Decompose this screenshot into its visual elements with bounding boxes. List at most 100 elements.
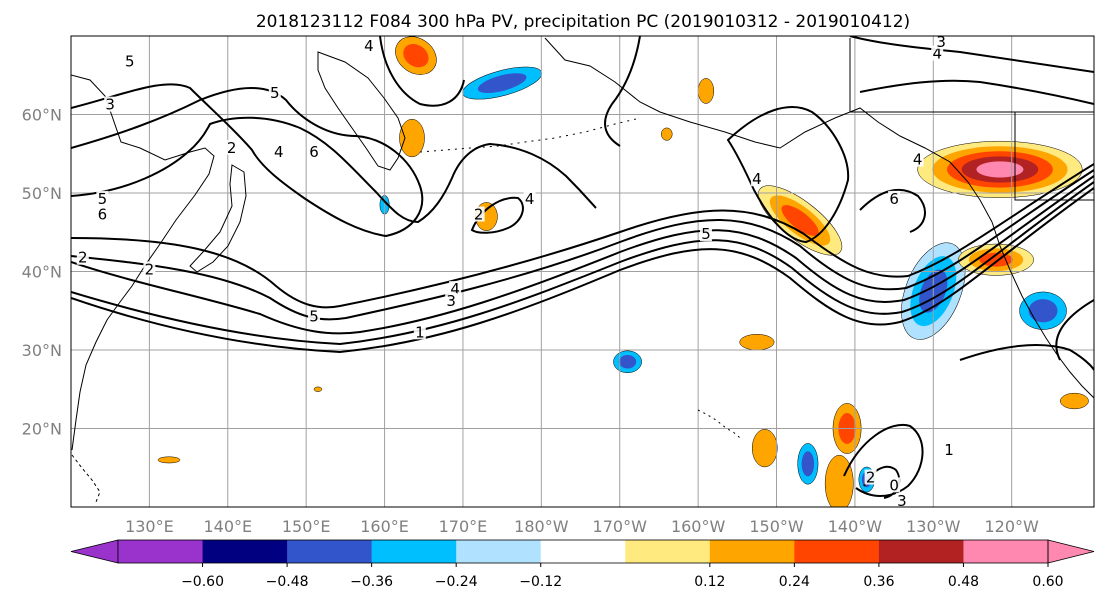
contour-label: 6 (888, 190, 901, 208)
lat-tick-label: 20°N (22, 420, 62, 439)
precip-patch (157, 456, 181, 464)
pv-contour-5 (71, 163, 1094, 309)
contour-label: 1 (942, 441, 955, 459)
contour-label-bg (523, 190, 536, 206)
longitude-tick-labels: 130°E 140°E 150°E 160°E 170°E 180°W 170°W 160°W… (125, 517, 1039, 536)
lon-tick-label: 150°E (282, 517, 331, 536)
pv-contours (71, 36, 1094, 499)
contour-label-text: 3 (897, 492, 907, 510)
contour-label: 2 (472, 206, 485, 224)
contour-label-text: 4 (274, 143, 284, 161)
colorbar-tick-labels: −0.60 −0.48 −0.36 −0.24 −0.12 0.12 0.24 0.36 0.4… (181, 563, 1064, 590)
precip-patch (757, 185, 843, 256)
contour-label-bg (308, 143, 321, 159)
contour-label-bg (123, 53, 136, 69)
precip-patch (399, 118, 425, 158)
colorbar-outline (117, 539, 1049, 564)
contour-label: 5 (96, 190, 109, 208)
contour-label: 5 (308, 308, 321, 326)
contour-label-bg (445, 292, 458, 308)
contour-label-text: 0 (889, 476, 899, 494)
contour-label-text: 6 (889, 190, 899, 208)
gridlines (71, 36, 1094, 507)
lon-tick-label: 140°W (828, 517, 883, 536)
contour-label-bg (225, 139, 238, 155)
contour-label: 3 (935, 33, 948, 51)
precip-level (157, 456, 181, 464)
contour-label-bg (699, 226, 712, 242)
contour-label-text: 1 (415, 323, 425, 341)
precip-level (781, 205, 819, 236)
colorbar-label: −0.60 (181, 574, 224, 590)
precip-patch (697, 78, 715, 104)
contour-label-bg (104, 96, 117, 112)
contour-label: 2 (225, 139, 238, 157)
contour-label-bg (911, 151, 924, 167)
precip-level (477, 73, 527, 93)
pv-contour-arctic (849, 36, 1094, 105)
contour-label-bg (413, 324, 426, 340)
figure-title: 2018123112 F084 300 hPa PV, precipitatio… (256, 12, 910, 32)
precip-patch (824, 454, 854, 507)
contour-label-text: 3 (936, 33, 946, 51)
contour-label: 4 (931, 45, 944, 63)
pv-contour-4 (71, 169, 1094, 321)
colorbar-segment (118, 540, 204, 563)
colorbar-segment (878, 540, 964, 563)
precip-level (801, 451, 815, 477)
contour-label-text: 3 (446, 292, 456, 310)
contour-label-bg (888, 477, 901, 493)
colorbar-label: 0.60 (1032, 574, 1063, 590)
precip-patch (613, 350, 642, 374)
precip-patch (1060, 392, 1089, 410)
precip-level (751, 429, 778, 468)
coastline-alaska (544, 37, 993, 223)
pv-contour-ridge (71, 116, 597, 224)
contour-label: 5 (699, 225, 712, 243)
coastline-north-america (991, 221, 1094, 399)
contour-label: 4 (750, 170, 763, 188)
precip-level (399, 118, 425, 158)
contour-label-bg (472, 206, 485, 222)
colorbar-label: 0.36 (863, 574, 894, 590)
colorbar-label: −0.24 (435, 574, 478, 590)
lon-tick-label: 130°E (125, 517, 174, 536)
aleutian-islands (419, 117, 641, 153)
contour-label: 4 (911, 151, 924, 169)
contour-label-text: 2 (145, 261, 155, 279)
precip-level (403, 43, 429, 68)
coastline-kamchatka (317, 51, 406, 171)
lat-tick-label: 60°N (22, 106, 62, 125)
lon-tick-label: 180°W (514, 517, 569, 536)
contour-label: 3 (445, 292, 458, 310)
contour-label-text: 5 (270, 84, 280, 102)
lon-tick-label: 130°W (906, 517, 961, 536)
contour-label-text: 5 (98, 190, 108, 208)
contour-label-bg (268, 84, 281, 100)
precip-patch (739, 334, 775, 351)
contour-label-text: 2 (866, 469, 876, 487)
colorbar-label: −0.12 (519, 574, 562, 590)
contour-label: 0 (888, 476, 901, 494)
lat-tick-label: 30°N (22, 341, 62, 360)
lon-tick-label: 170°W (593, 517, 648, 536)
colorbar-high-extend (1047, 539, 1095, 564)
contour-label: 2 (76, 249, 89, 267)
contour-label-text: 5 (125, 52, 135, 70)
precip-level (1028, 299, 1058, 323)
lon-tick-label: 160°W (671, 517, 726, 536)
lon-tick-label: 140°E (203, 517, 252, 536)
contour-label: 4 (523, 190, 536, 208)
pv-contour-gulf (859, 188, 926, 233)
contour-label-text: 2 (227, 139, 237, 157)
precip-level (976, 161, 1024, 178)
precip-level (661, 127, 673, 141)
lat-tick-label: 50°N (22, 184, 62, 203)
precip-patch (661, 127, 673, 141)
colorbar-label: 0.24 (779, 574, 810, 590)
precip-patch (917, 140, 1083, 198)
colorbar-segment (202, 540, 288, 563)
contour-label-text: 4 (364, 37, 374, 55)
colorbar-segment (287, 540, 373, 563)
contour-label-text: 5 (701, 225, 711, 243)
